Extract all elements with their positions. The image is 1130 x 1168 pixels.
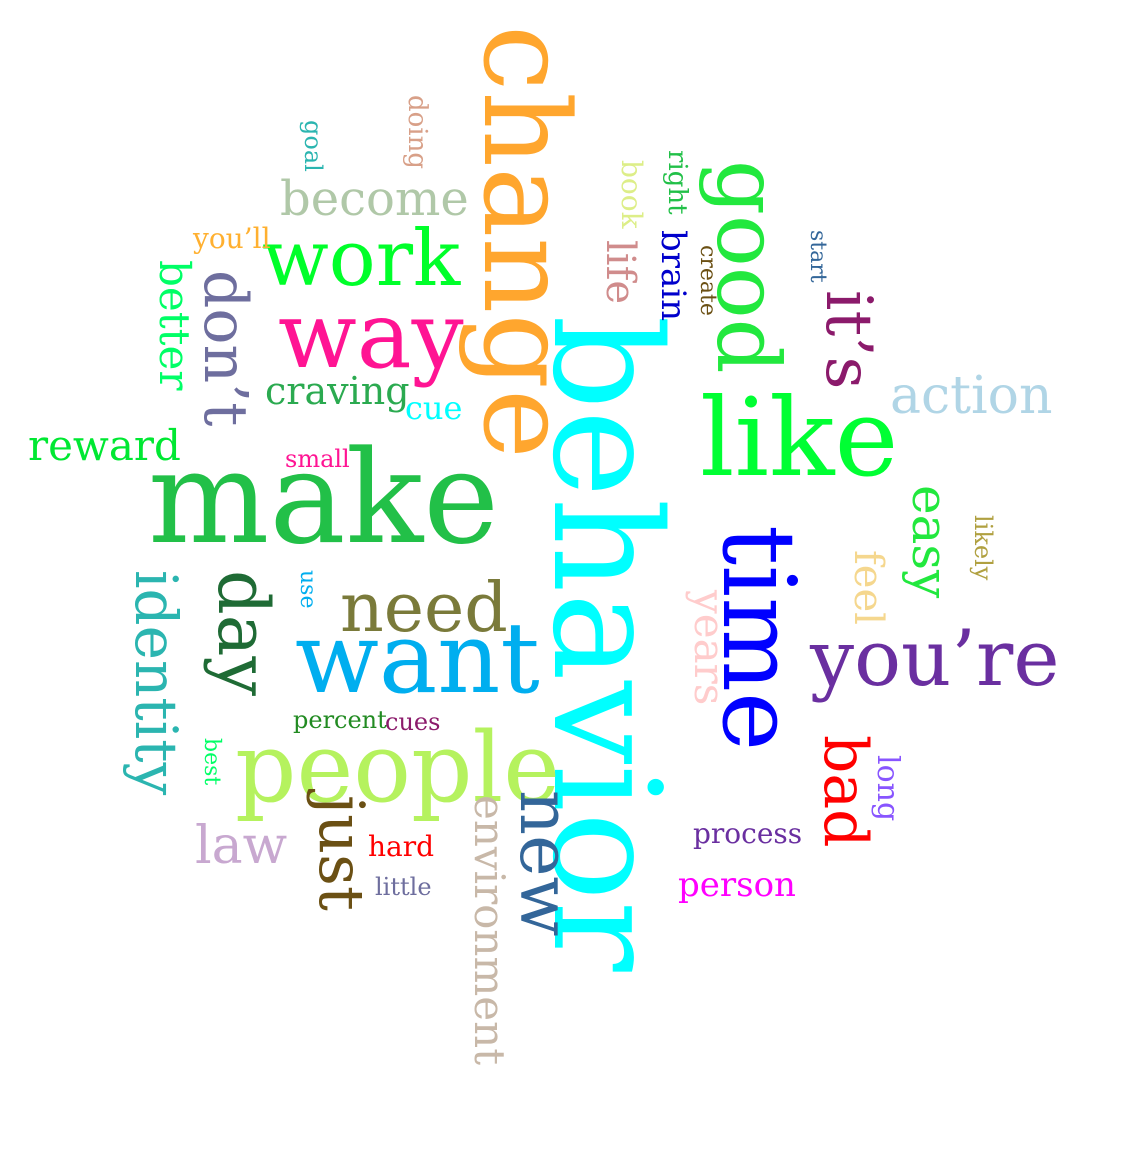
word-little: little [375, 873, 432, 901]
word-its: it’s [811, 290, 885, 390]
word-law: law [195, 816, 288, 876]
word-percent: percent [293, 706, 387, 734]
word-use: use [295, 570, 320, 609]
word-goal: goal [299, 120, 327, 172]
word-youre: you’re [810, 614, 1060, 704]
word-book: book [615, 160, 648, 229]
word-better: better [150, 260, 199, 391]
word-environment: environment [465, 795, 514, 1066]
word-work: work [262, 214, 461, 304]
word-create: create [695, 245, 720, 316]
word-best: best [199, 738, 224, 786]
word-likely: likely [969, 515, 997, 581]
word-action: action [890, 366, 1053, 426]
word-brain: brain [653, 230, 693, 322]
word-need: need [340, 569, 508, 648]
word-cue: cue [405, 389, 463, 427]
word-people: people [235, 712, 561, 824]
word-become: become [280, 171, 469, 227]
word-make: make [148, 424, 499, 573]
word-person: person [678, 865, 796, 905]
word-years: years [685, 590, 734, 706]
word-doing: doing [402, 95, 432, 170]
word-easy: easy [901, 485, 959, 599]
word-just: just [305, 795, 378, 911]
word-new: new [504, 790, 586, 937]
word-cues: cues [385, 708, 441, 736]
word-right: right [662, 150, 692, 215]
word-feel: feel [845, 550, 891, 625]
word-long: long [870, 755, 905, 822]
word-process: process [693, 817, 803, 850]
word-start: start [805, 230, 830, 283]
word-bad: bad [810, 735, 880, 848]
word-craving: craving [265, 369, 410, 413]
word-reward: reward [28, 421, 181, 470]
word-youll: you’ll [193, 222, 271, 255]
word-identity: identity [122, 570, 190, 796]
word-way: way [278, 282, 464, 389]
word-dont: don’t [190, 270, 260, 427]
word-day: day [202, 570, 284, 697]
word-hard: hard [368, 830, 435, 863]
word-want: want [295, 602, 540, 716]
word-life: life [597, 240, 643, 305]
word-small: small [285, 445, 350, 473]
word-like: like [700, 376, 899, 501]
